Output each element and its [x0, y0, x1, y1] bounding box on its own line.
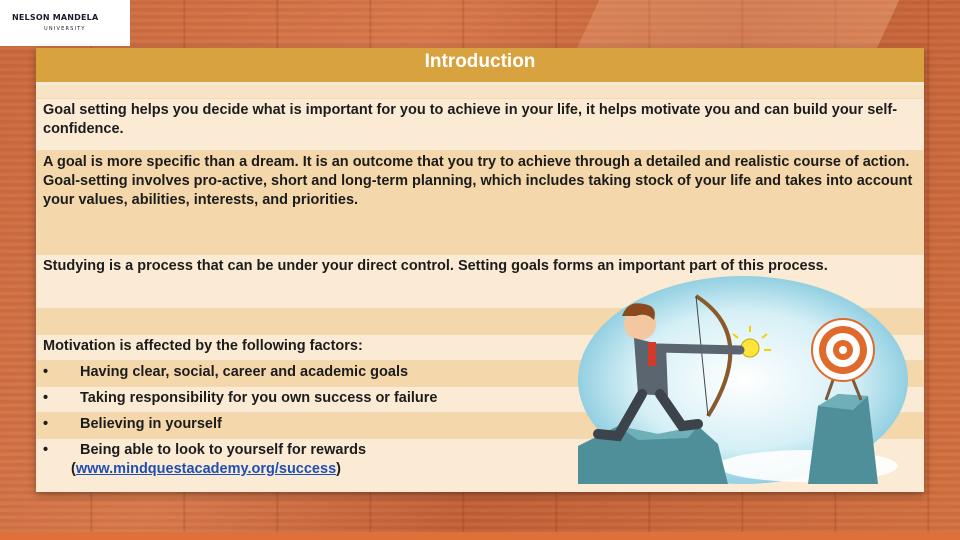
paragraph-text: Goal setting helps you decide what is im… — [43, 102, 898, 137]
slide-title: Introduction — [36, 48, 924, 85]
bullet-text: Being able to look to yourself for rewar… — [80, 442, 367, 458]
source-open-paren: ( — [71, 461, 76, 477]
paragraph-text: A goal is more specific than a dream. It… — [43, 154, 913, 208]
logo-subtitle: UNIVERSITY — [44, 26, 86, 32]
logo-name: NELSON MANDELA — [12, 13, 99, 22]
bottom-strip — [0, 532, 960, 540]
bullet-icon: • — [43, 416, 49, 432]
source-link[interactable]: www.mindquestacademy.org/success — [75, 461, 337, 477]
bullet-icon: • — [43, 442, 49, 458]
paragraph-text: Studying is a process that can be under … — [43, 258, 828, 274]
source-close-paren: ) — [336, 461, 341, 477]
paragraph-row: Goal setting helps you decide what is im… — [36, 98, 924, 150]
bullet-text: Taking responsibility for you own succes… — [80, 390, 438, 406]
bullet-icon: • — [43, 364, 49, 380]
paragraph-row: A goal is more specific than a dream. It… — [36, 150, 924, 254]
bullet-text: Believing in yourself — [80, 416, 222, 432]
bullet-icon: • — [43, 390, 49, 406]
source-line: (www.mindquestacademy.org/success) — [43, 460, 918, 479]
bullet-text: Having clear, social, career and academi… — [80, 364, 409, 380]
university-logo: NELSON MANDELA UNIVERSITY — [0, 0, 130, 46]
motivation-heading: Motivation is affected by the following … — [43, 338, 363, 354]
archer-businessman-target-icon — [578, 276, 908, 484]
